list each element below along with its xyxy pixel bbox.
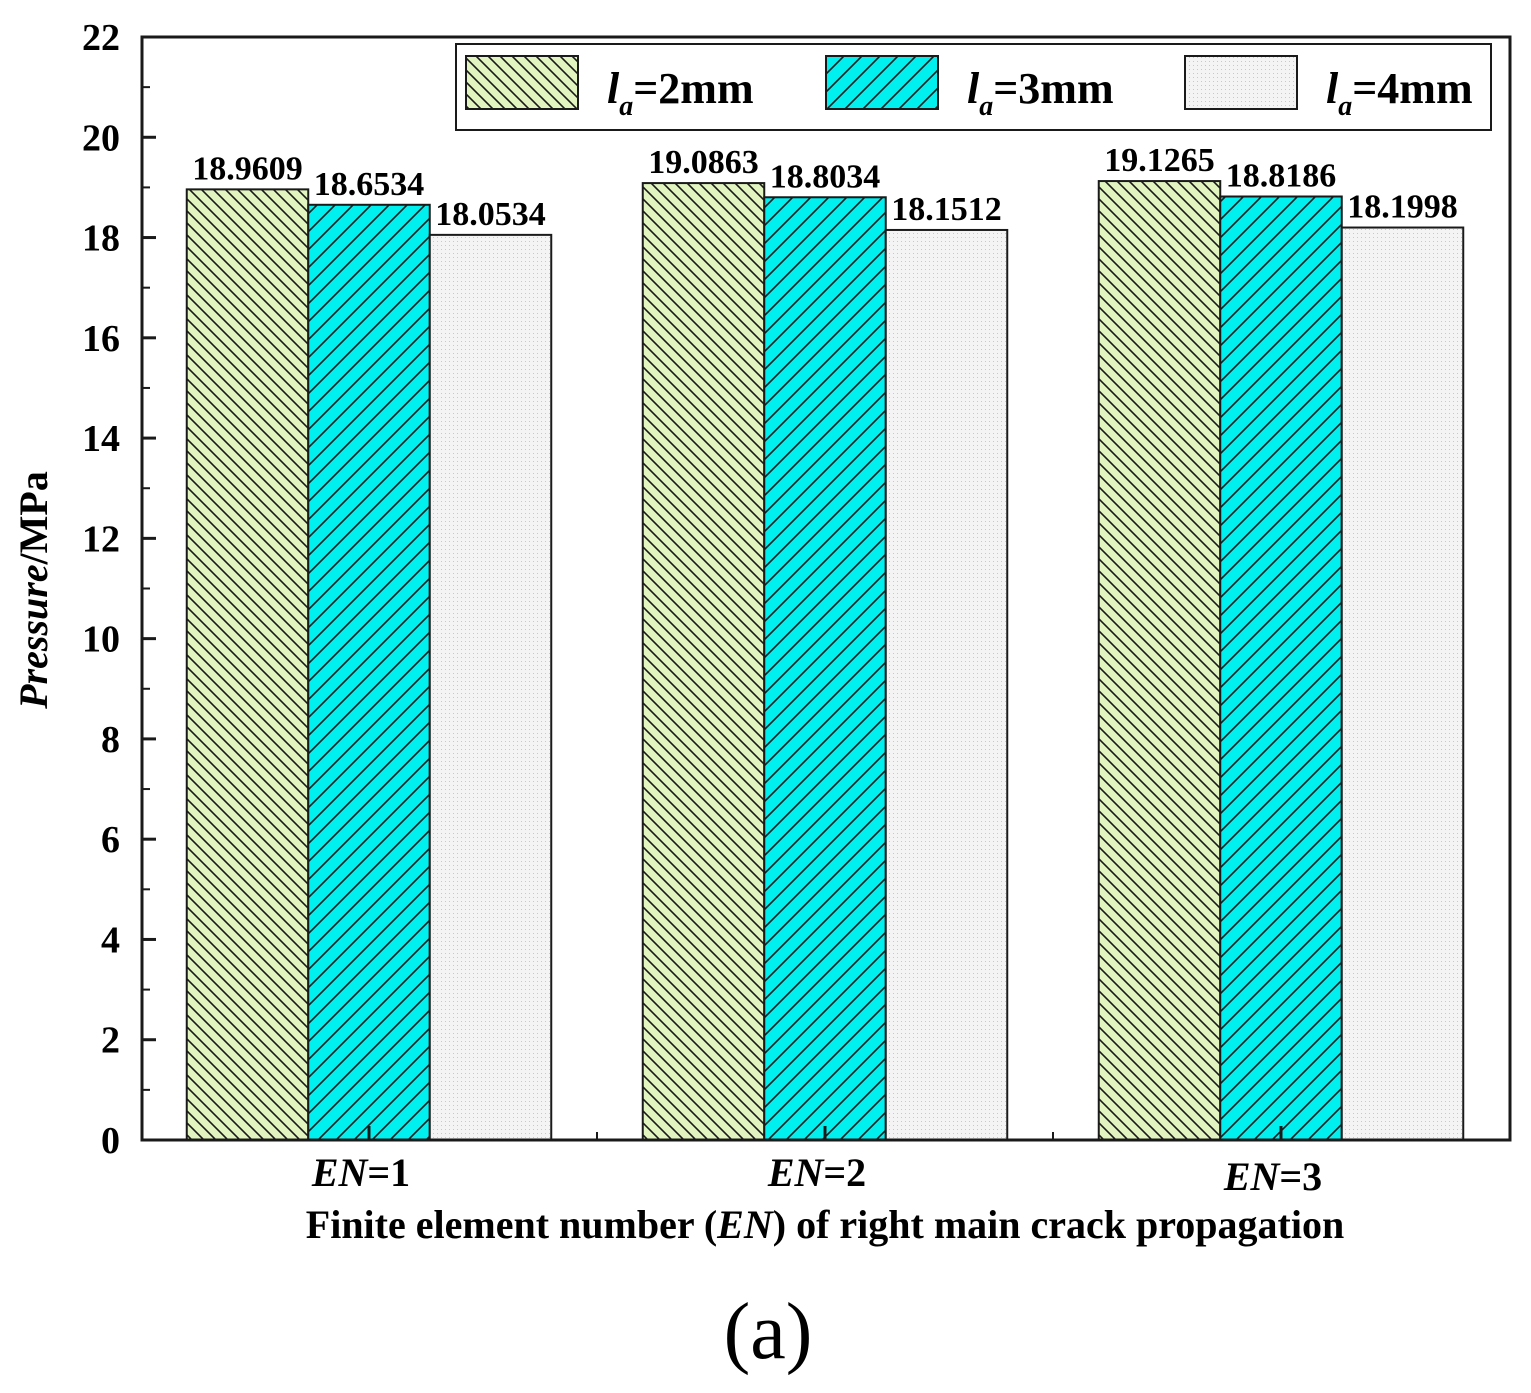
value-label-series1-cat2: 19.0863 bbox=[648, 144, 759, 181]
value-label-series3-cat3: 18.1998 bbox=[1347, 189, 1458, 226]
bars-layer bbox=[185, 180, 1465, 1142]
legend-label-series2: la=3mm bbox=[967, 64, 1114, 122]
y-tick-label: 16 bbox=[82, 318, 120, 360]
x-category-label: EN=3 bbox=[1223, 1154, 1322, 1199]
y-tick-label: 6 bbox=[101, 819, 120, 861]
value-label-series2-cat2: 18.8034 bbox=[770, 158, 881, 195]
y-tick-label: 4 bbox=[101, 919, 120, 961]
bar-series2-cat1 bbox=[307, 203, 431, 1141]
y-tick-label: 18 bbox=[82, 218, 120, 260]
x-category-label-italic: EN bbox=[311, 1150, 370, 1195]
legend-label-italic: l bbox=[967, 64, 980, 113]
y-tick-label: 12 bbox=[82, 518, 120, 560]
y-tick-label: 0 bbox=[101, 1120, 120, 1162]
legend-label-rest: =4mm bbox=[1352, 64, 1472, 113]
bar-series2-cat2 bbox=[763, 196, 887, 1141]
bar-series1-cat2 bbox=[641, 182, 766, 1141]
value-label-series2-cat1: 18.6534 bbox=[314, 166, 425, 203]
bar-series3-cat2 bbox=[884, 228, 1009, 1141]
y-tick-label: 20 bbox=[82, 117, 120, 159]
y-tick-label: 22 bbox=[82, 17, 120, 59]
legend-swatch-series1 bbox=[465, 55, 579, 110]
y-tick-label: 2 bbox=[101, 1020, 120, 1062]
bar-series1-cat3 bbox=[1097, 180, 1222, 1141]
legend-label-rest: =2mm bbox=[633, 64, 753, 113]
panel-label: (a) bbox=[724, 1288, 813, 1376]
legend-label-rest: =3mm bbox=[993, 64, 1113, 113]
legend-label-subscript: a bbox=[979, 91, 993, 122]
legend-box bbox=[455, 43, 1492, 131]
x-category-label-rest: =2 bbox=[823, 1150, 866, 1195]
legend-label-subscript: a bbox=[619, 91, 633, 122]
y-axis-title: Pressure/MPa bbox=[11, 471, 56, 710]
legend-label-series1: la=2mm bbox=[607, 64, 754, 122]
y-tick-label: 10 bbox=[82, 619, 120, 661]
bar-series3-cat1 bbox=[428, 233, 553, 1142]
bar-series1-cat1 bbox=[185, 188, 310, 1141]
value-label-series3-cat2: 18.1512 bbox=[891, 191, 1002, 228]
legend-label-italic: l bbox=[607, 64, 620, 113]
value-label-series2-cat3: 18.8186 bbox=[1226, 158, 1337, 195]
x-category-label: EN=2 bbox=[767, 1150, 866, 1195]
value-label-series1-cat3: 19.1265 bbox=[1104, 142, 1215, 179]
legend-swatch-series3 bbox=[1184, 55, 1298, 110]
legend-label-italic: l bbox=[1326, 64, 1339, 113]
x-category-label-rest: =1 bbox=[367, 1150, 410, 1195]
x-axis-title: Finite element number (EN) of right main… bbox=[306, 1202, 1344, 1247]
value-label-series3-cat1: 18.0534 bbox=[435, 196, 546, 233]
legend-swatch-series2 bbox=[825, 55, 939, 110]
value-label-series1-cat1: 18.9609 bbox=[192, 150, 303, 187]
legend-label-subscript: a bbox=[1338, 91, 1352, 122]
y-tick-label: 14 bbox=[82, 418, 120, 460]
x-category-label: EN=1 bbox=[311, 1150, 410, 1195]
x-category-label-rest: =3 bbox=[1279, 1154, 1322, 1199]
y-tick-label: 8 bbox=[101, 719, 120, 761]
bar-series2-cat3 bbox=[1219, 195, 1343, 1141]
value-labels-layer: 18.9609 19.0863 19.1265 18.6534 18.8034 18.81… bbox=[192, 142, 1458, 233]
x-category-label-italic: EN bbox=[1223, 1154, 1282, 1199]
legend: la=2mm la=3mm la=4mm bbox=[455, 43, 1492, 131]
legend-label-series3: la=4mm bbox=[1326, 64, 1473, 122]
x-category-label-italic: EN bbox=[767, 1150, 826, 1195]
bar-series3-cat3 bbox=[1340, 226, 1465, 1142]
